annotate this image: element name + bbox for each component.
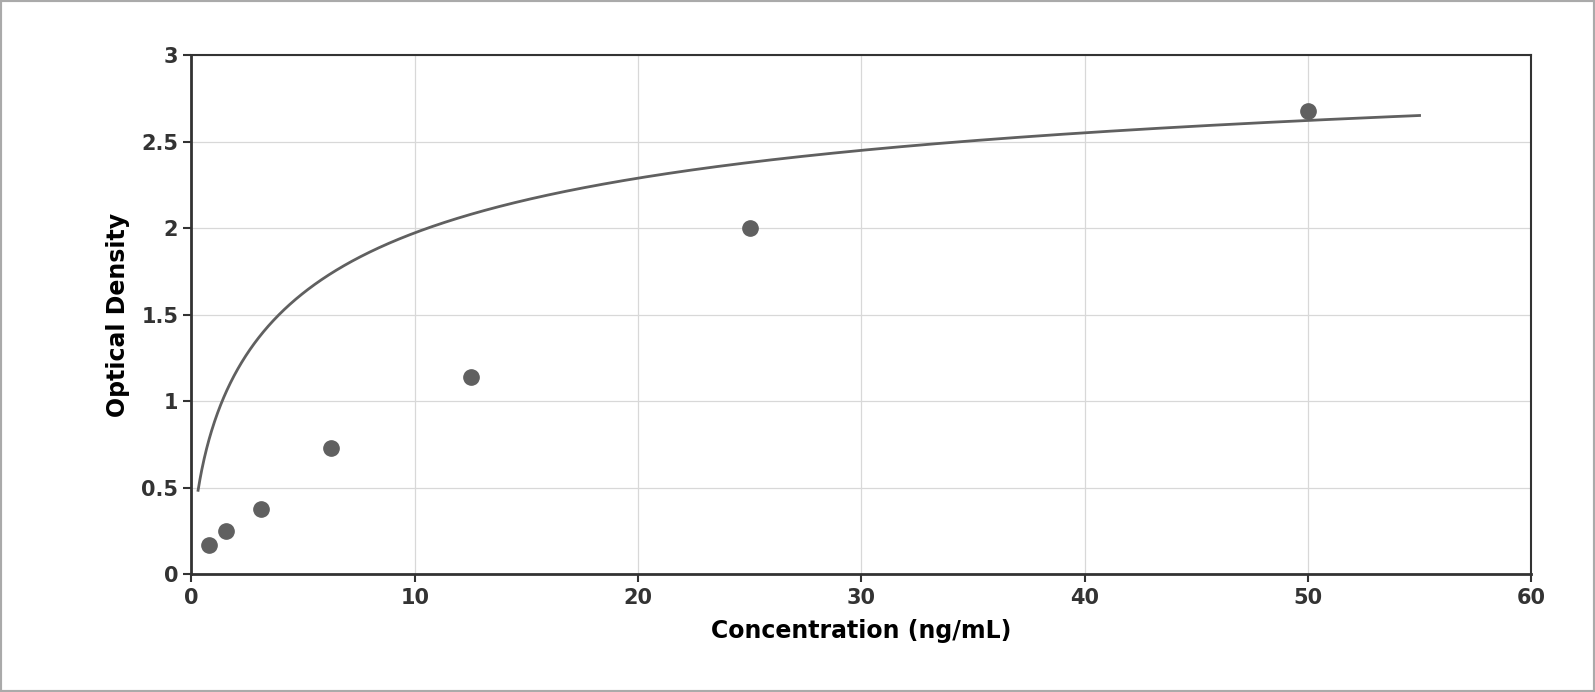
Point [249,503,274,514]
Point [317,443,345,454]
Point [196,540,222,551]
Point [1295,105,1321,116]
Point [214,526,239,537]
Point [458,372,483,383]
Point [737,223,762,234]
Y-axis label: Optical Density: Optical Density [107,213,131,417]
X-axis label: Concentration (ng/mL): Concentration (ng/mL) [711,619,1011,643]
